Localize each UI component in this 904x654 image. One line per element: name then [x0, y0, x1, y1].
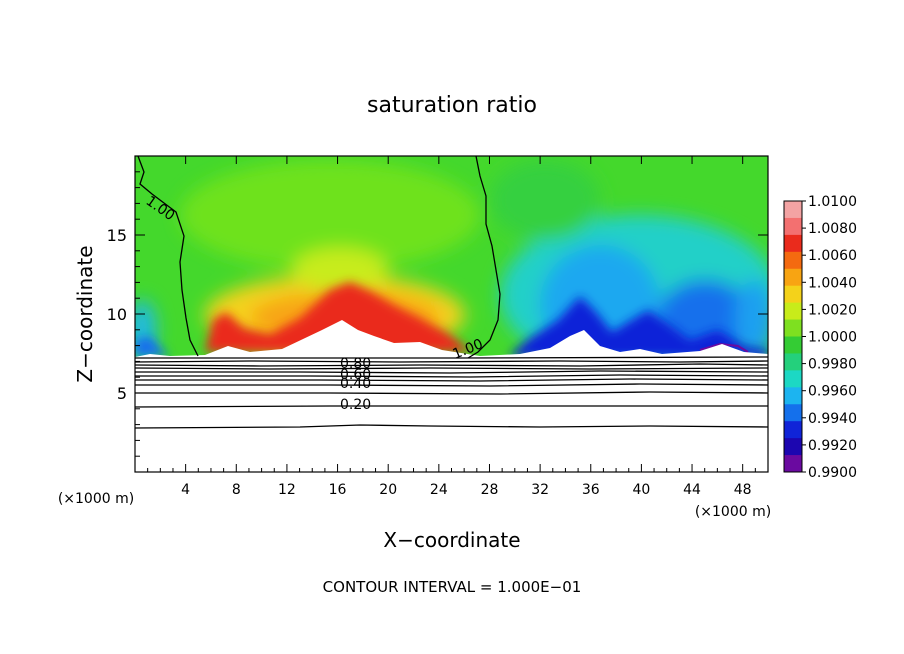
colorbar-swatch	[784, 251, 802, 270]
colorbar-swatch	[784, 455, 802, 473]
contour-z-4-9	[135, 405, 768, 408]
colorbar-swatch	[784, 438, 802, 456]
colorbar-swatch	[784, 336, 802, 354]
contour-z-5-7	[135, 383, 768, 387]
x-tick-label: 44	[683, 482, 701, 498]
contour-lines	[135, 156, 768, 429]
colorbar-swatch	[784, 421, 802, 439]
saturation-field	[135, 156, 768, 472]
field-red-plume	[205, 282, 472, 352]
field-right-edge-blue	[735, 280, 768, 360]
chart-title: saturation ratio	[367, 93, 537, 118]
x-tick-label: 8	[232, 482, 241, 498]
x-tick-label: 40	[632, 482, 650, 498]
colorbar-swatch	[784, 201, 802, 219]
x-tick-label: 36	[582, 482, 600, 498]
y-axis: 5 10 15	[107, 171, 768, 457]
colorbar-label: 0.9960	[808, 384, 857, 400]
y-tick-label: 10	[107, 305, 127, 324]
x-tick-label: 32	[531, 482, 549, 498]
colorbar-label: 1.0100	[808, 194, 857, 210]
contour-label-0-80: 0.80	[340, 356, 371, 372]
y-axis-label: Z−coordinate	[73, 245, 97, 382]
colorbar-label: 1.0000	[808, 330, 857, 346]
y-tick-label: 5	[117, 384, 127, 403]
contour-z-6-7	[135, 367, 768, 370]
contour-z-6-5	[135, 370, 768, 374]
x-tick-label: 12	[278, 482, 296, 498]
colorbar-label: 1.0020	[808, 302, 857, 318]
colorbar-swatch	[784, 217, 802, 236]
colorbar-label: 1.0080	[808, 221, 857, 237]
field-upper-yellow	[292, 248, 388, 292]
colorbar-label: 1.0060	[808, 248, 857, 264]
colorbar: 1.0100 1.0080 1.0060 1.0040 1.0020 1.0000 0.99…	[783, 194, 857, 481]
colorbar-swatch	[784, 387, 802, 405]
field-upper-left-green	[180, 160, 480, 270]
contour-z-6-25	[135, 374, 768, 378]
colorbar-label: 0.9900	[808, 465, 857, 481]
contour-1-00-left	[137, 156, 199, 357]
contour-label-0-60: 0.60	[340, 367, 371, 383]
contour-z-7-1	[135, 360, 768, 363]
x-unit-right: (×1000 m)	[695, 504, 771, 520]
x-tick-label: 16	[329, 482, 347, 498]
field-left-blue-edge	[135, 336, 170, 356]
field-right-green	[490, 160, 600, 240]
contour-interval-note: CONTOUR INTERVAL = 1.000E−01	[323, 578, 582, 596]
contour-1-00-right	[467, 156, 501, 359]
contour-cloud-base	[135, 356, 768, 359]
x-unit-left: (×1000 m)	[58, 491, 134, 507]
contour-z-2-9	[135, 424, 768, 429]
colorbar-swatch	[784, 302, 802, 321]
x-axis: 4 8 12 16 20 24 28 32 36 40 44 48	[147, 156, 756, 498]
x-tick-label: 48	[734, 482, 752, 498]
x-tick-label: 4	[181, 482, 190, 498]
colorbar-swatch	[784, 370, 802, 388]
y-tick-label: 15	[107, 226, 127, 245]
colorbar-label: 0.9920	[808, 438, 857, 454]
x-tick-label: 24	[430, 482, 448, 498]
contour-z-5-3	[135, 391, 768, 395]
contour-label-0-40: 0.40	[340, 376, 371, 392]
colorbar-swatch	[784, 319, 802, 337]
x-tick-label: 20	[379, 482, 397, 498]
x-axis-label: X−coordinate	[383, 528, 520, 552]
colorbar-label: 1.0040	[808, 275, 857, 291]
colorbar-swatch	[784, 268, 802, 287]
contour-label-0-20: 0.20	[340, 397, 371, 413]
colorbar-swatch	[784, 353, 802, 371]
x-tick-label: 28	[481, 482, 499, 498]
colorbar-label: 0.9980	[808, 357, 857, 373]
colorbar-label: 0.9940	[808, 411, 857, 427]
colorbar-swatch	[784, 404, 802, 422]
contour-z-6-9	[135, 363, 768, 367]
colorbar-swatch	[784, 285, 802, 304]
contour-z-6-0	[135, 378, 768, 382]
colorbar-swatch	[784, 234, 802, 253]
